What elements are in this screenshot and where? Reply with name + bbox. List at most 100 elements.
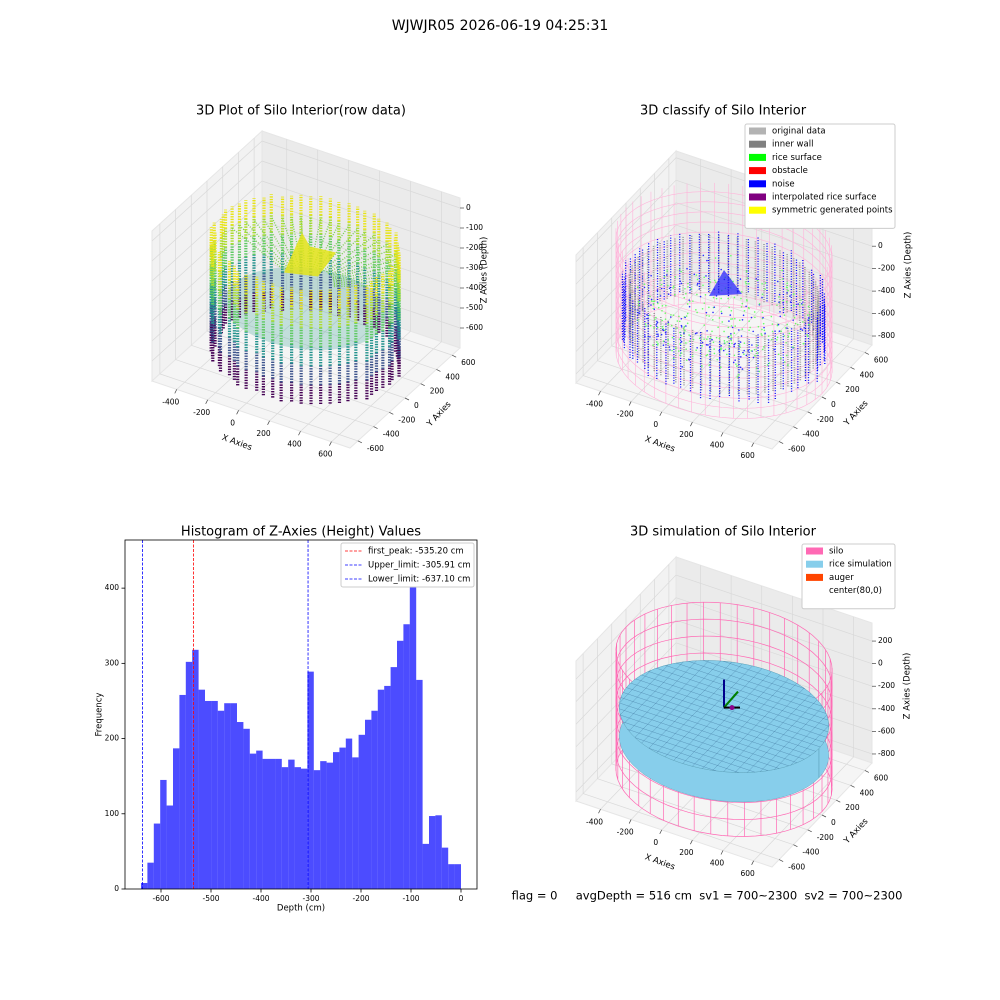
surface-point [713,352,716,355]
surface-point [739,341,742,343]
surface-point [728,353,731,355]
surface-point [654,318,656,321]
surface-point [718,349,721,352]
surface-point [745,354,748,357]
surface-point [718,317,721,319]
surface-point [730,254,732,257]
z-tick-label: -600 [878,726,895,735]
rice-mesh [703,660,816,699]
surface-point [701,345,703,347]
bar [211,700,218,889]
surface-point [761,293,764,296]
surface-point [720,312,723,315]
bar [179,694,186,889]
surface-point [680,340,683,343]
grid-line [254,287,453,356]
tick-mark [373,426,378,429]
surface-point [686,267,688,270]
bar [454,864,461,889]
surface-point [781,269,783,272]
surface-point [676,327,678,329]
surface-point [703,338,705,340]
rice-mesh [619,670,651,703]
surface-point [792,319,794,321]
surface-point [792,293,795,295]
rice-mesh [688,661,823,707]
bar [198,689,205,889]
surface-point [695,349,697,351]
bar [262,758,269,889]
surface-point [702,254,705,257]
surface-point [779,315,782,318]
grid-line [159,373,358,442]
rice-mesh [760,706,823,772]
surface-point [638,304,640,306]
x-tick-label: 400 [710,441,725,450]
surface-point [771,330,774,333]
x-tick-label: -200 [193,408,210,417]
surface-point [747,306,750,309]
surface-point [730,336,733,339]
tick-mark [174,389,178,394]
bar [352,757,359,889]
bar [243,728,250,889]
legend-box [801,543,896,610]
surface-point [689,300,691,303]
tick-mark [807,411,812,415]
surface-point [727,326,730,329]
point-ray [263,219,295,268]
rice-mesh [619,702,798,763]
surface-point [717,326,719,328]
bar [326,762,333,889]
grid-line [151,160,263,262]
surface-point [668,287,671,290]
y-tick-label: 400 [105,583,120,592]
bar [333,752,340,889]
legend-swatch [806,573,823,581]
surface-point [643,286,646,289]
surface-point [727,297,729,300]
surface-point [792,346,794,348]
surface-point [776,324,779,327]
surface-point [734,342,736,345]
y-tick-label: 400 [445,372,460,381]
surface-point [755,367,758,370]
grid-line [151,180,263,282]
surface-point [686,312,689,315]
surface-point [743,309,746,312]
surface-point [738,343,741,346]
surface-point [778,293,781,296]
surface-point [751,344,753,346]
surface-point [708,306,710,309]
surface-point [652,303,655,306]
surface-point [659,295,662,297]
surface-point [646,317,648,320]
surface-point [750,316,753,319]
grid-line [675,247,873,314]
surface-point [748,282,750,285]
surface-point [770,338,773,341]
surface-point [638,312,640,314]
surface-point [680,270,682,273]
x-axis-label: Depth (cm) [277,904,325,914]
surface-point [666,274,668,276]
rice-mesh [676,662,827,714]
surface-point [780,357,782,360]
point-ray [333,268,399,283]
legend-swatch [749,206,766,214]
surface-point [757,325,760,328]
surface-point [735,363,737,365]
surface-point [745,282,747,285]
surface-point [653,326,655,329]
point-ray [329,244,388,276]
surface-point [732,361,735,364]
rice-mesh [635,678,824,743]
bar [416,679,423,889]
surface-point [801,329,804,332]
bar [153,823,161,889]
surface-point [741,318,744,321]
surface-point [703,276,706,279]
surface-point [715,336,718,339]
bar [320,761,327,889]
surface-point [656,341,658,343]
